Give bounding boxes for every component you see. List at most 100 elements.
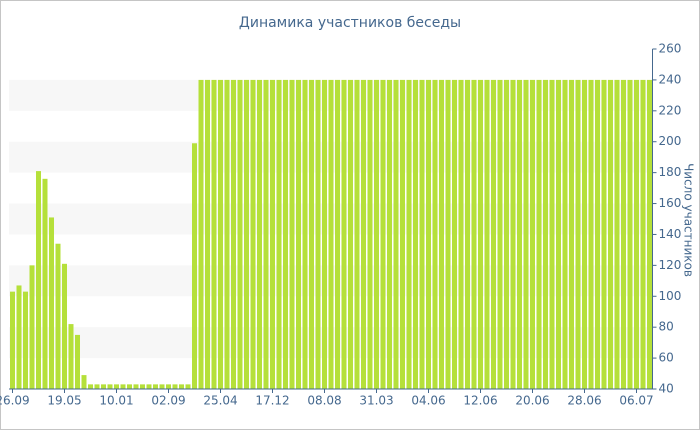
bar xyxy=(595,79,600,389)
bar xyxy=(81,375,87,389)
bar xyxy=(276,79,282,389)
bar xyxy=(621,79,626,389)
bar xyxy=(640,79,646,389)
y-tick-label: 200 xyxy=(659,134,682,148)
x-tick-label: 17.12 xyxy=(255,394,289,408)
bar xyxy=(634,79,639,389)
bar xyxy=(270,79,275,389)
x-tick-label: 28.06 xyxy=(567,394,601,408)
bar xyxy=(140,384,145,389)
y-tick-label: 260 xyxy=(659,42,682,56)
bar xyxy=(608,79,613,389)
y-tick-label: 220 xyxy=(659,103,682,117)
bar xyxy=(549,79,555,389)
bar xyxy=(263,79,269,389)
bar xyxy=(75,334,80,389)
bar xyxy=(497,79,503,389)
bar xyxy=(257,79,262,389)
y-tick-label: 60 xyxy=(659,351,674,365)
bar xyxy=(387,79,392,389)
bar xyxy=(68,324,74,389)
x-tick-label: 02.09 xyxy=(151,394,185,408)
bar xyxy=(614,79,620,389)
x-tick-label: 31.03 xyxy=(359,394,393,408)
bar xyxy=(647,79,652,389)
bar xyxy=(133,384,139,389)
bar xyxy=(62,263,67,389)
bar xyxy=(296,79,301,389)
bar xyxy=(159,384,165,389)
x-tick-label: 08.08 xyxy=(307,394,341,408)
bar xyxy=(309,79,314,389)
bar xyxy=(205,79,210,389)
bar xyxy=(582,79,587,389)
bar xyxy=(536,79,542,389)
bar xyxy=(29,265,35,389)
bar xyxy=(224,79,230,389)
bar xyxy=(465,79,470,389)
bar xyxy=(517,79,522,389)
bar xyxy=(198,79,204,389)
y-axis-label: Число участников xyxy=(682,163,696,277)
bar xyxy=(49,217,54,389)
bar xyxy=(367,79,373,389)
bar xyxy=(413,79,418,389)
x-tick-label: 12.06 xyxy=(463,394,497,408)
bar xyxy=(302,79,308,389)
bar xyxy=(393,79,399,389)
bar xyxy=(166,384,171,389)
x-tick-label: 26.09 xyxy=(0,394,30,408)
bar xyxy=(107,384,113,389)
bar xyxy=(250,79,256,389)
bar xyxy=(484,79,490,389)
bar xyxy=(400,79,405,389)
y-tick-label: 240 xyxy=(659,72,682,86)
bar xyxy=(283,79,288,389)
bar xyxy=(380,79,386,389)
bar xyxy=(569,79,574,389)
bar xyxy=(42,178,48,389)
bar xyxy=(491,79,496,389)
bar xyxy=(315,79,321,389)
bar xyxy=(458,79,464,389)
bar xyxy=(471,79,477,389)
x-tick-label: 10.01 xyxy=(99,394,133,408)
chart-title: Динамика участников беседы xyxy=(239,15,461,31)
x-tick-label: 19.05 xyxy=(47,394,81,408)
bar xyxy=(237,79,243,389)
bar xyxy=(146,384,152,389)
bar xyxy=(439,79,444,389)
bar xyxy=(419,79,425,389)
bar xyxy=(556,79,561,389)
bar xyxy=(120,384,126,389)
bar xyxy=(510,79,516,389)
bar xyxy=(426,79,431,389)
y-tick-label: 100 xyxy=(659,289,682,303)
bar xyxy=(179,384,184,389)
bar xyxy=(192,143,197,389)
bar xyxy=(452,79,457,389)
bar xyxy=(575,79,581,389)
bar xyxy=(88,384,93,389)
x-tick-label: 06.07 xyxy=(619,394,653,408)
y-tick-label: 140 xyxy=(659,227,682,241)
bar xyxy=(328,79,334,389)
bar xyxy=(10,291,15,389)
bar xyxy=(478,79,483,389)
bar xyxy=(218,79,223,389)
bar xyxy=(406,79,412,389)
bar xyxy=(172,384,178,389)
y-tick-label: 180 xyxy=(659,165,682,179)
bar xyxy=(530,79,535,389)
bar xyxy=(185,384,191,389)
y-tick-label: 40 xyxy=(659,382,674,396)
bar xyxy=(361,79,366,389)
x-tick-label: 20.06 xyxy=(515,394,549,408)
bar xyxy=(543,79,548,389)
bar xyxy=(94,384,100,389)
bar xyxy=(23,291,28,389)
bar xyxy=(562,79,568,389)
x-tick-label: 25.04 xyxy=(203,394,237,408)
bar xyxy=(354,79,360,389)
